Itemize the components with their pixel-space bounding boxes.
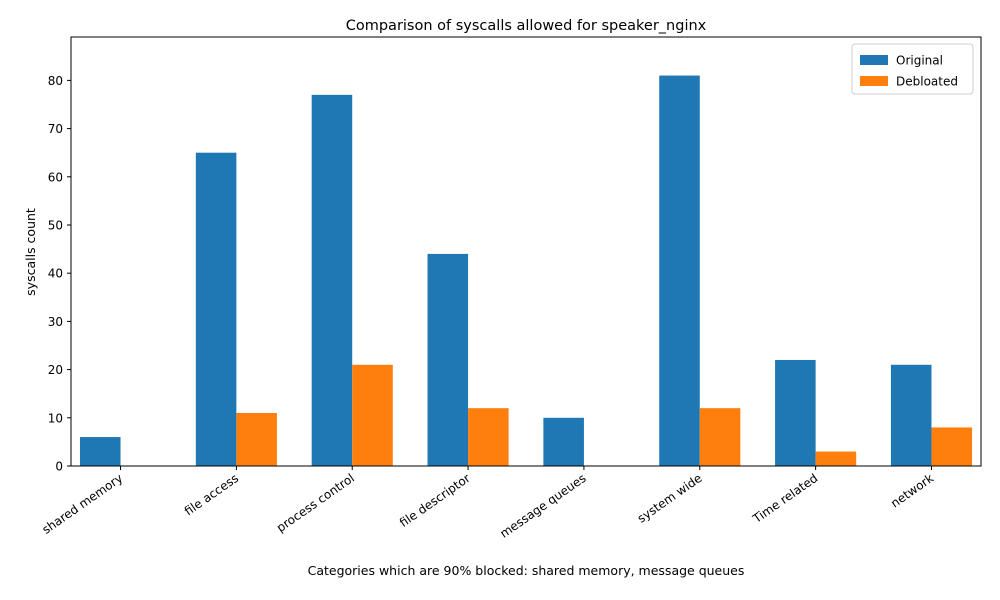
bar-debloated-time-related (815, 451, 857, 466)
y-tick-label: 60 (48, 170, 63, 184)
bars-group (79, 75, 973, 466)
x-tick-label: network (888, 471, 936, 510)
y-tick-label: 40 (48, 267, 63, 281)
legend-label-debloated: Debloated (896, 75, 958, 89)
bar-original-time-related (775, 359, 816, 466)
y-ticks-group: 0 10 20 30 40 50 60 70 80 (48, 74, 71, 474)
bar-debloated-file-descriptor (468, 408, 509, 466)
bar-original-file-access (195, 152, 237, 466)
bar-debloated-file-access (236, 412, 277, 466)
x-tick-label: file descriptor (397, 471, 473, 530)
legend-swatch-debloated (860, 76, 888, 86)
legend: Original Debloated (851, 43, 974, 95)
bar-original-system-wide (659, 75, 700, 466)
y-tick-label: 70 (48, 122, 63, 136)
legend-swatch-original (860, 55, 888, 65)
bar-debloated-process-control (352, 364, 393, 466)
x-axis-label: Categories which are 90% blocked: shared… (308, 563, 745, 578)
x-tick-label: shared memory (40, 471, 126, 537)
y-tick-label: 10 (48, 411, 63, 425)
x-tick-label: system wide (635, 471, 705, 526)
bar-original-message-queues (543, 417, 584, 466)
x-tick-label: process control (274, 471, 357, 535)
bar-debloated-network (931, 427, 973, 466)
bar-original-file-descriptor (427, 253, 469, 466)
y-tick-label: 80 (48, 74, 63, 88)
x-tick-label: file access (182, 471, 241, 518)
y-tick-label: 30 (48, 315, 63, 329)
x-tick-label: message queues (497, 471, 588, 541)
plot-frame (70, 36, 982, 467)
x-tick-label: Time related (750, 471, 821, 526)
chart-title: Comparison of syscalls allowed for speak… (346, 18, 707, 34)
bar-original-network (890, 364, 932, 466)
x-ticks-group: shared memory file access process control f… (40, 466, 936, 541)
y-tick-label: 0 (55, 460, 63, 474)
y-axis-label: syscalls count (23, 208, 38, 296)
legend-label-original: Original (896, 54, 943, 68)
bar-original-shared-memory (79, 437, 121, 466)
y-tick-label: 20 (48, 363, 63, 377)
y-tick-label: 50 (48, 218, 63, 232)
axes-group (70, 36, 982, 467)
bar-debloated-system-wide (699, 408, 741, 466)
bar-original-process-control (311, 94, 353, 466)
